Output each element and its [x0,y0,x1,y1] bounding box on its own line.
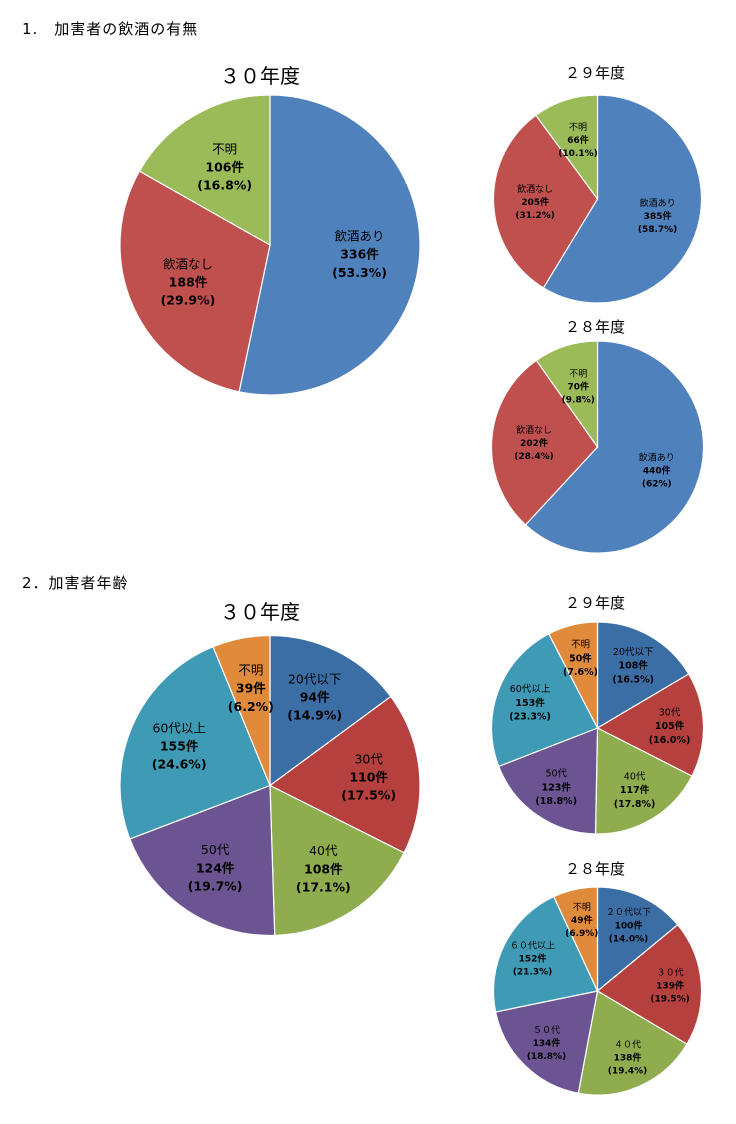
slice-label-age-h29-0: 20代以下 108件(16.5%) [612,647,654,686]
pie-slice-age-h29-0 [596,621,690,730]
slice-label-drinking-h29-0: 飲酒あり 385件(58.7%) [638,197,677,235]
pie-slice-age-h28-5 [552,886,599,992]
pie-slice-drinking-h30-1 [119,170,271,393]
slice-label-drinking-h29-1: 飲酒なし 205件(31.2%) [515,183,554,221]
chart-title-age-h30: ３０年度 [220,600,300,624]
slice-label-drinking-h28-1: 飲酒なし 202件(28.4%) [514,424,553,462]
pie-chart-age-h29: 20代以下 108件(16.5%) 30代 105件(16.0%) 40代 117件(17… [490,621,705,835]
pie-slice-age-h30-2 [269,784,405,937]
pie-slice-age-h29-1 [596,673,705,777]
pie-slice-age-h28-3 [494,990,599,1094]
chart-title-drinking-h29: ２９年度 [564,64,625,82]
pie-chart-age-h28: ２０代以下 100件(14.0%) ３０代 139件(19.5%)４０代 138件(19… [492,886,703,1096]
pie-slice-drinking-h30-0 [238,94,421,396]
slice-label-age-h30-5: 不明 39件(6.2%) [228,663,274,714]
pie-slice-drinking-h30-2 [138,94,271,247]
pie-chart-age-h30: 20代以下 94件(14.9%) 30代 110件(17.5%) 40代 108件(17.… [119,634,421,937]
slice-label-age-h30-0: 20代以下 94件(14.9%) [287,671,342,722]
pie-slice-age-h28-0 [596,886,679,993]
slice-label-age-h29-1: 30代 105件(16.0%) [649,707,691,746]
slice-label-age-h28-1: ３０代 139件(19.5%) [650,967,689,1004]
pie-slice-drinking-h28-0 [524,340,705,554]
pie-slice-age-h28-1 [596,923,703,1045]
slice-label-age-h28-5: 不明 49件(6.9%) [565,902,598,939]
pie-slice-age-h30-0 [269,634,392,787]
pie-slice-age-h30-3 [129,784,276,937]
pie-chart-drinking-h29: 飲酒あり 385件(58.7%) 飲酒なし 205件(31.2%)不明 66件(10.1… [492,94,703,304]
slice-label-age-h28-0: ２０代以下 100件(14.0%) [606,907,651,944]
slice-label-age-h29-4: 60代以上 153件(23.3%) [509,684,551,723]
section-2-heading: 2．加害者年齢 [22,574,129,592]
slice-label-age-h29-2: 40代 117件(17.8%) [614,771,656,810]
slice-label-age-h28-2: ４０代 138件(19.4%) [608,1039,647,1076]
pie-slice-age-h29-4 [490,633,599,768]
slice-label-age-h29-5: 不明 50件(7.6%) [563,640,598,679]
slice-label-drinking-h29-2: 不明 66件(10.1%) [558,122,597,159]
slice-label-age-h30-2: 40代 108件(17.1%) [296,843,351,894]
slice-label-drinking-h28-2: 不明 70件(9.8%) [562,368,595,405]
slice-label-drinking-h30-0: 飲酒あり 336件(53.3%) [332,229,387,280]
section-1-heading: 1. 加害者の飲酒の有無 [22,20,199,38]
pie-slice-age-h28-2 [577,990,688,1096]
slice-label-age-h30-3: 50代 124件(19.7%) [188,842,243,893]
chart-title-age-h29: ２９年度 [564,594,625,612]
pie-slice-drinking-h28-2 [535,340,599,449]
slice-label-age-h30-1: 30代 110件(17.5%) [341,751,396,802]
chart-title-age-h28: ２８年度 [564,860,625,878]
slice-label-drinking-h28-0: 飲酒あり 440件(62%) [639,451,675,489]
pie-slice-age-h29-5 [547,621,599,729]
chart-title-drinking-h28: ２８年度 [564,318,625,336]
pie-slice-age-h30-5 [212,634,271,786]
slice-label-age-h30-4: 60代以上 155件(24.6%) [152,720,207,771]
pie-slice-age-h28-4 [492,895,599,1013]
pie-slice-age-h29-3 [497,727,599,835]
pie-chart-drinking-h30: 飲酒あり 336件(53.3%) 飲酒なし 188件(29.9%) 不明 106件(16.… [119,94,421,396]
slice-label-drinking-h30-2: 不明 106件(16.8%) [197,141,252,192]
pie-slice-drinking-h29-2 [535,94,599,201]
slice-label-drinking-h30-1: 飲酒なし 188件(29.9%) [161,256,216,307]
slice-label-age-h28-3: ５０代 134件(18.8%) [527,1025,566,1062]
pie-slice-age-h30-1 [268,695,421,854]
pie-slice-drinking-h29-0 [542,94,703,304]
pie-slice-drinking-h29-1 [492,114,599,289]
pie-slice-drinking-h28-1 [490,359,599,526]
pie-chart-drinking-h28: 飲酒あり 440件(62%) 飲酒なし 202件(28.4%) 不明 70件(9.8%) [490,340,705,554]
chart-title-drinking-h30: ３０年度 [220,64,300,88]
pie-slice-age-h29-2 [594,727,693,835]
slice-label-age-h29-3: 50代 123件(18.8%) [535,769,577,808]
slice-label-age-h28-4: ６０代以上 152件(21.3%) [510,940,555,977]
